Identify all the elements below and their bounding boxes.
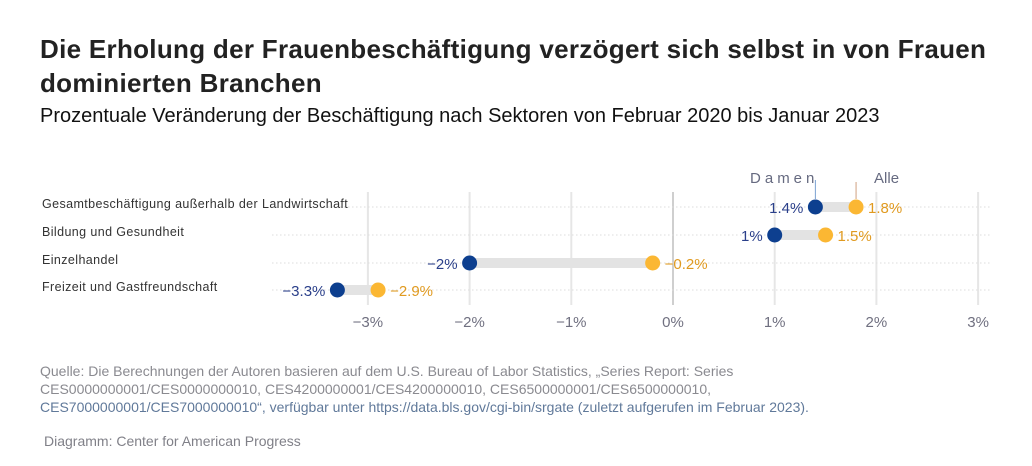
damen-value-label: 1.4% [769, 200, 803, 217]
x-tick-label: −3% [353, 314, 383, 331]
category-label: Gesamtbeschäftigung außerhalb der Landwi… [42, 197, 348, 211]
damen-point [462, 255, 478, 271]
x-tick-label: −1% [556, 314, 586, 331]
chart-title: Die Erholung der Frauenbeschäftigung ver… [40, 34, 987, 98]
chart-subtitle: Prozentuale Veränderung der Beschäftigun… [40, 105, 880, 127]
category-label: Freizeit und Gastfreundschaft [42, 280, 218, 294]
damen-value-label: −2% [427, 256, 457, 273]
legend-damen: Damen [750, 170, 818, 187]
category-label: Einzelhandel [42, 253, 118, 267]
damen-point [767, 227, 783, 243]
category-label: Bildung und Gesundheit [42, 225, 184, 239]
alle-point [645, 255, 661, 271]
damen-point [807, 199, 823, 215]
source-note: Quelle: Die Berechnungen der Autoren bas… [40, 362, 1020, 416]
damen-value-label: 1% [741, 228, 763, 245]
source-line-3[interactable]: CES7000000001/CES7000000010“, verfügbar … [40, 399, 809, 415]
alle-value-label: −2.9% [390, 283, 433, 300]
x-tick-label: 3% [967, 314, 989, 331]
alle-point [848, 199, 864, 215]
alle-point [370, 282, 386, 298]
legend-alle: Alle [874, 170, 899, 187]
damen-value-label: −3.3% [282, 283, 325, 300]
alle-value-label: −0.2% [665, 256, 708, 273]
alle-value-label: 1.8% [868, 200, 902, 217]
x-tick-label: 2% [866, 314, 888, 331]
damen-point [329, 282, 345, 298]
alle-point [818, 227, 834, 243]
chart-credit: Diagramm: Center for American Progress [44, 433, 301, 449]
source-line-1: Quelle: Die Berechnungen der Autoren bas… [40, 363, 734, 379]
x-tick-label: 0% [662, 314, 684, 331]
x-tick-label: −2% [454, 314, 484, 331]
alle-value-label: 1.5% [838, 228, 872, 245]
source-line-2: CES0000000001/CES0000000010, CES42000000… [40, 381, 712, 397]
x-tick-label: 1% [764, 314, 786, 331]
